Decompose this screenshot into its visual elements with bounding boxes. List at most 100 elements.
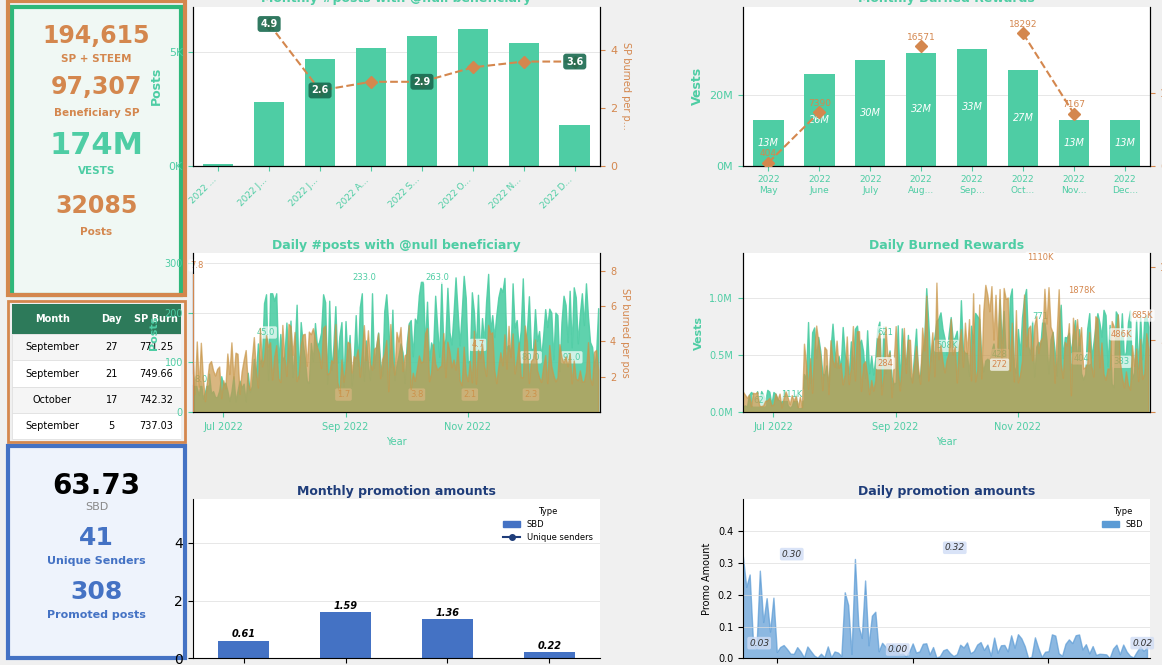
Text: 97,307: 97,307 <box>51 75 142 100</box>
Text: 404: 404 <box>760 150 777 158</box>
Text: 2.3: 2.3 <box>524 390 538 399</box>
Bar <box>356 47 386 166</box>
Text: 41: 41 <box>79 526 114 550</box>
Text: 7167: 7167 <box>1062 100 1085 110</box>
Text: 3.6: 3.6 <box>566 57 583 66</box>
Bar <box>855 60 885 166</box>
Text: 2.1: 2.1 <box>464 390 476 399</box>
Text: 0.30: 0.30 <box>782 549 802 559</box>
Bar <box>192 274 194 412</box>
Text: 621: 621 <box>877 328 894 336</box>
FancyBboxPatch shape <box>8 446 185 658</box>
Y-axis label: SP burned per p...: SP burned per p... <box>621 43 631 130</box>
Text: Month: Month <box>35 314 70 324</box>
Text: 13M: 13M <box>1114 138 1135 148</box>
Title: Monthly #posts with @null beneficiary: Monthly #posts with @null beneficiary <box>261 0 531 5</box>
Title: Monthly promotion amounts: Monthly promotion amounts <box>297 485 496 498</box>
Text: 21: 21 <box>106 368 119 378</box>
Y-axis label: SP burned per pos: SP burned per pos <box>621 288 630 377</box>
Bar <box>253 102 285 166</box>
Text: 63.73: 63.73 <box>52 472 141 500</box>
Y-axis label: Vests: Vests <box>694 315 704 350</box>
Text: 284: 284 <box>877 358 894 368</box>
Text: 2: 2 <box>546 600 552 610</box>
Bar <box>559 125 590 166</box>
Bar <box>1110 120 1140 166</box>
Text: 3: 3 <box>444 578 451 588</box>
Text: 62: 62 <box>754 396 765 405</box>
Bar <box>320 612 371 658</box>
Legend: SBD, Unique senders: SBD, Unique senders <box>500 503 596 545</box>
Bar <box>956 49 988 166</box>
Text: 13M: 13M <box>758 138 779 148</box>
Bar <box>407 36 437 166</box>
Text: 742.32: 742.32 <box>139 395 173 405</box>
Text: 383: 383 <box>1114 357 1129 366</box>
Text: 27M: 27M <box>1012 113 1033 123</box>
FancyBboxPatch shape <box>12 387 181 413</box>
X-axis label: Year: Year <box>937 438 957 448</box>
Text: VESTS: VESTS <box>78 166 115 176</box>
Title: Daily promotion amounts: Daily promotion amounts <box>858 485 1035 498</box>
X-axis label: Year: Year <box>386 438 407 448</box>
FancyBboxPatch shape <box>12 413 181 440</box>
Text: October: October <box>33 395 72 405</box>
Text: Promoted posts: Promoted posts <box>48 610 146 620</box>
Bar <box>509 43 539 166</box>
Text: 0.02: 0.02 <box>1132 638 1153 648</box>
Bar <box>1007 70 1039 166</box>
Bar <box>524 652 575 658</box>
Text: 32085: 32085 <box>56 194 138 217</box>
Bar <box>804 74 834 166</box>
Legend: SBD: SBD <box>1098 503 1146 533</box>
Text: 33M: 33M <box>962 102 983 112</box>
Text: 7390: 7390 <box>808 99 831 108</box>
Text: 27: 27 <box>106 342 119 352</box>
Text: 30M: 30M <box>860 108 881 118</box>
Text: 749.66: 749.66 <box>139 368 173 378</box>
Text: 508K: 508K <box>935 341 957 350</box>
Text: Day: Day <box>101 314 122 324</box>
Y-axis label: Posts: Posts <box>150 67 163 105</box>
Bar <box>753 120 783 166</box>
Text: 111K: 111K <box>781 390 803 399</box>
Text: 13M: 13M <box>1063 138 1084 148</box>
FancyBboxPatch shape <box>12 360 181 387</box>
Text: 194,615: 194,615 <box>43 23 150 47</box>
Text: 8.0: 8.0 <box>194 375 208 384</box>
Text: Unique Senders: Unique Senders <box>48 556 146 566</box>
Bar <box>1059 120 1089 166</box>
Text: 32M: 32M <box>911 104 932 114</box>
Text: 5: 5 <box>241 533 246 543</box>
Text: 5: 5 <box>109 421 115 431</box>
Bar <box>203 164 234 166</box>
Text: Posts: Posts <box>80 227 113 237</box>
Text: 685K: 685K <box>1132 311 1153 320</box>
Text: 272: 272 <box>991 360 1007 369</box>
Title: Daily Burned Rewards: Daily Burned Rewards <box>869 239 1024 252</box>
Text: SP + STEEM: SP + STEEM <box>62 54 131 64</box>
Bar <box>218 640 270 658</box>
Text: 174M: 174M <box>50 130 144 160</box>
Text: 2.9: 2.9 <box>414 76 431 87</box>
Text: 5: 5 <box>343 533 349 543</box>
Text: 1.7: 1.7 <box>337 390 350 399</box>
Text: 308: 308 <box>71 580 123 604</box>
Text: 428: 428 <box>991 350 1007 360</box>
Text: 7.8: 7.8 <box>191 261 203 270</box>
Bar <box>906 53 937 166</box>
Text: 26M: 26M <box>809 114 830 124</box>
Text: 0.61: 0.61 <box>231 629 256 639</box>
Text: 91.0: 91.0 <box>562 353 581 362</box>
Bar <box>422 619 473 658</box>
Bar <box>304 59 336 166</box>
Text: 80.0: 80.0 <box>522 353 540 362</box>
Text: September: September <box>26 342 79 352</box>
Text: 17: 17 <box>106 395 119 405</box>
Text: 486K: 486K <box>1111 330 1133 339</box>
Text: SBD: SBD <box>85 501 108 511</box>
Text: 2.6: 2.6 <box>311 86 329 96</box>
Text: 4.9: 4.9 <box>260 19 278 29</box>
Y-axis label: Promo Amount: Promo Amount <box>702 543 712 615</box>
FancyBboxPatch shape <box>12 304 181 334</box>
